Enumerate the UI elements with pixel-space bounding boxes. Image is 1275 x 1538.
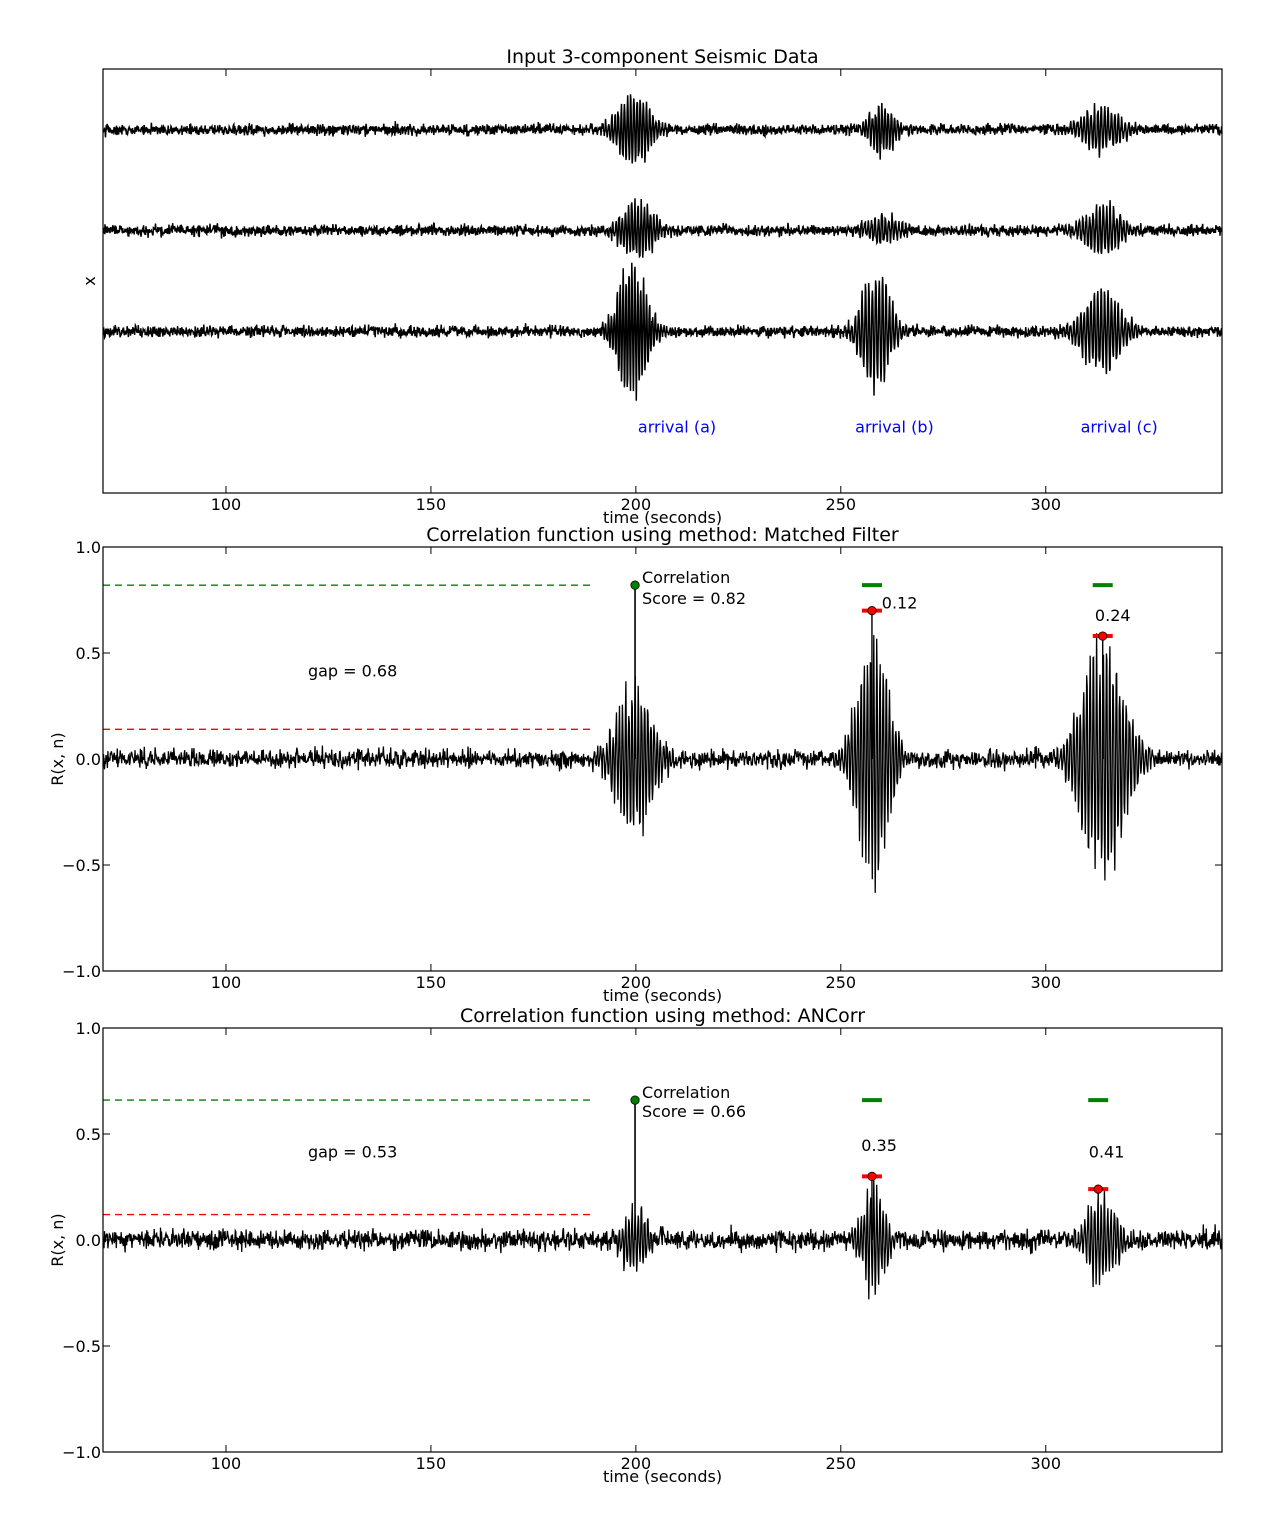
chart-panel-2: Correlation function using method: Match…: [48, 524, 1223, 1005]
y-tick-label: −1.0: [62, 1443, 101, 1462]
axes-frame: [102, 68, 1223, 494]
annotation-text: arrival (b): [855, 417, 934, 436]
secondary-peak-marker: [1093, 1184, 1103, 1194]
annotation-text: gap = 0.53: [308, 1142, 397, 1161]
x-tick-label: 250: [826, 495, 857, 514]
x-tick-label: 100: [211, 495, 242, 514]
y-tick-label: 1.0: [76, 538, 101, 557]
chart-title: Input 3-component Seismic Data: [506, 46, 818, 68]
plot-area: [103, 1095, 1222, 1300]
x-tick-label: 100: [211, 1454, 242, 1473]
plot-area: [103, 580, 1222, 893]
chart-title: Correlation function using method: Match…: [426, 524, 899, 546]
x-tick-label: 300: [1030, 973, 1061, 992]
annotation-text: Correlation: [642, 1083, 730, 1102]
peak-marker: [630, 580, 640, 590]
annotation-text: arrival (a): [638, 417, 716, 436]
seismic-trace-2: [103, 198, 1222, 259]
annotation-text: 0.35: [861, 1136, 897, 1155]
x-tick-label: 250: [826, 1454, 857, 1473]
correlation-trace: [103, 633, 1222, 893]
chart-panel-3: Correlation function using method: ANCor…: [48, 1005, 1223, 1486]
y-axis-label: R(x, n): [48, 732, 67, 785]
seismic-trace-1: [103, 94, 1222, 164]
y-tick-label: 0.0: [76, 1231, 101, 1250]
y-tick-label: 1.0: [76, 1019, 101, 1038]
annotation-text: gap = 0.68: [308, 661, 397, 680]
x-tick-label: 200: [621, 973, 652, 992]
x-tick-label: 250: [826, 973, 857, 992]
x-axis-label: time (seconds): [603, 1467, 722, 1486]
plot-area: [103, 94, 1222, 401]
x-tick-label: 150: [416, 1454, 447, 1473]
peak-marker: [630, 1095, 640, 1105]
secondary-peak-marker: [867, 1171, 877, 1182]
y-axis-label: R(x, n): [48, 1213, 67, 1266]
annotation-text: Correlation: [642, 568, 730, 587]
y-tick-label: −1.0: [62, 962, 101, 981]
y-tick-label: 0.0: [76, 750, 101, 769]
secondary-peak-marker: [867, 605, 877, 616]
secondary-peak-marker: [1098, 631, 1108, 641]
y-axis-label: x: [80, 276, 99, 285]
y-tick-label: −0.5: [62, 856, 101, 875]
x-tick-label: 150: [416, 495, 447, 514]
x-tick-label: 200: [621, 495, 652, 514]
annotation-text: Score = 0.66: [642, 1102, 746, 1121]
chart-panel-1: Input 3-component Seismic Data 100 150 200 2…: [80, 46, 1223, 527]
x-tick-label: 200: [621, 1454, 652, 1473]
correlation-trace: [103, 1179, 1222, 1300]
y-tick-label: 0.5: [76, 1125, 101, 1144]
annotation-text: Score = 0.82: [642, 589, 746, 608]
x-axis-label: time (seconds): [603, 986, 722, 1005]
annotation-text: 0.12: [882, 593, 918, 612]
chart-title: Correlation function using method: ANCor…: [460, 1005, 865, 1027]
annotation-text: arrival (c): [1081, 417, 1158, 436]
x-tick-label: 100: [211, 973, 242, 992]
seismic-trace-3: [103, 262, 1222, 401]
annotation-text: 0.41: [1089, 1142, 1125, 1161]
x-tick-label: 300: [1030, 1454, 1061, 1473]
y-tick-label: 0.5: [76, 644, 101, 663]
x-axis-label: time (seconds): [603, 508, 722, 527]
y-tick-label: −0.5: [62, 1337, 101, 1356]
x-tick-label: 150: [416, 973, 447, 992]
annotation-text: 0.24: [1095, 606, 1131, 625]
x-tick-label: 300: [1030, 495, 1061, 514]
